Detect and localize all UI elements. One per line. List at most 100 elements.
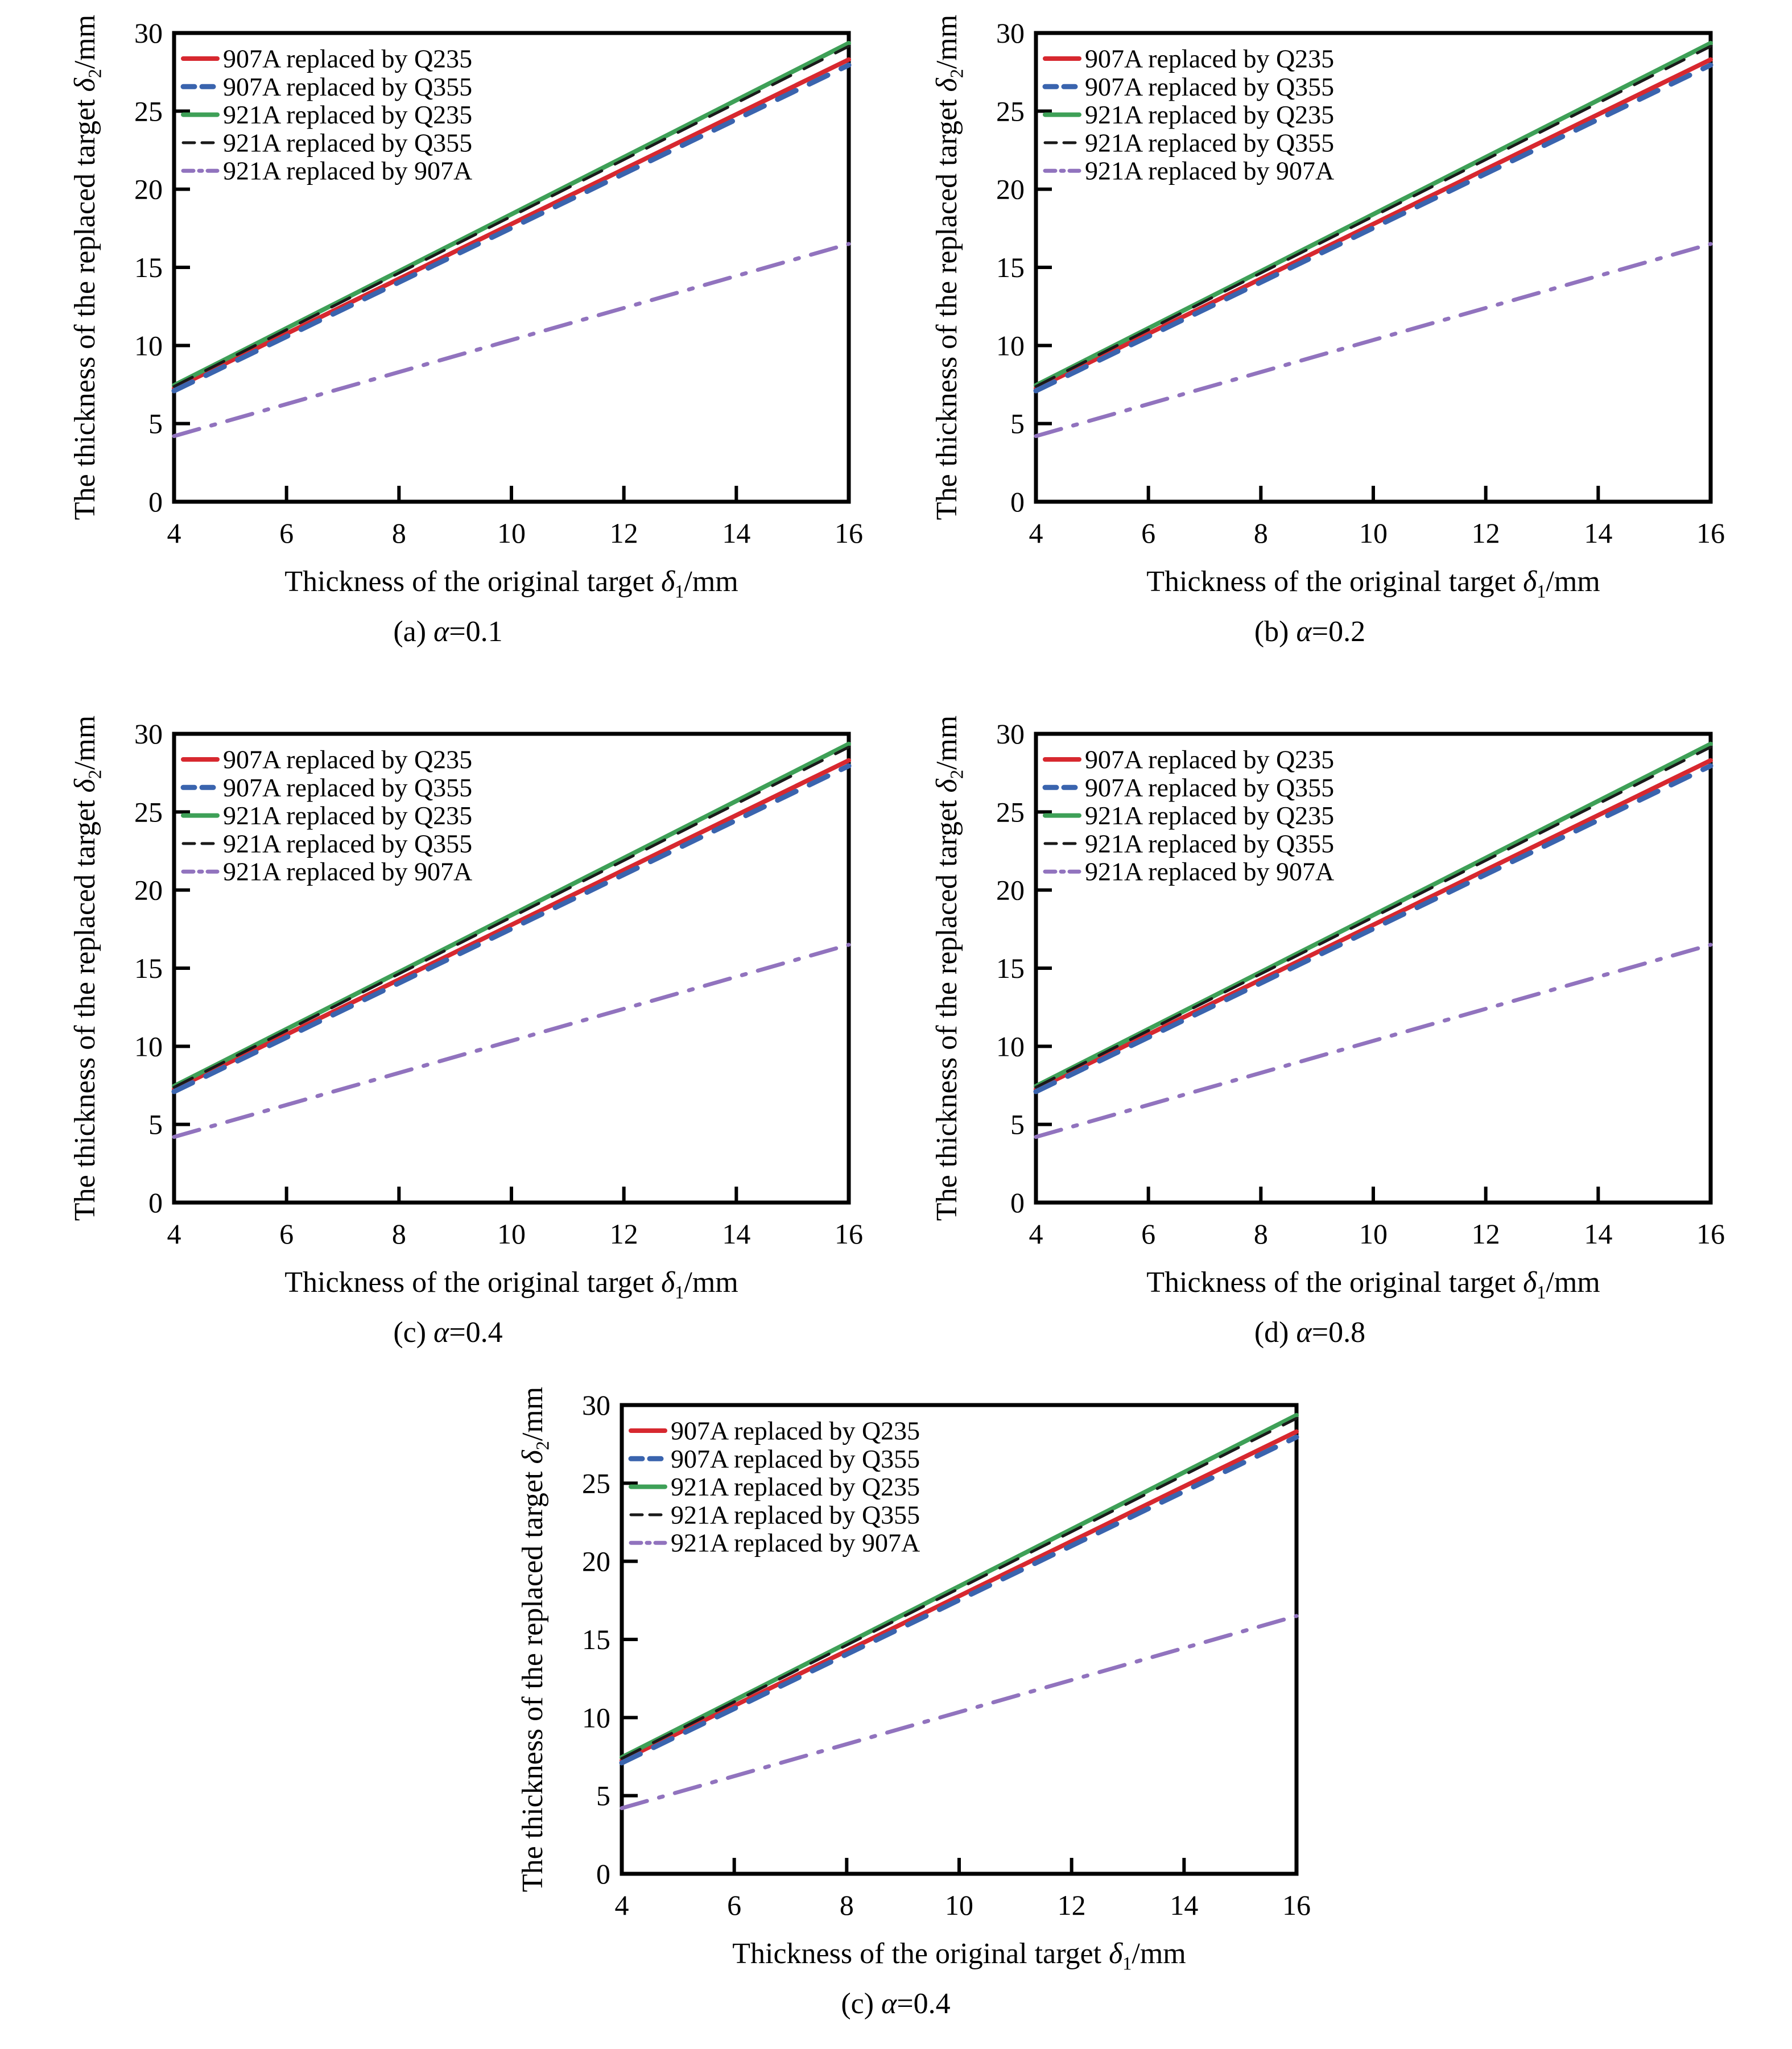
x-axis-label: Thickness of the original target δ1/mm <box>622 1936 1296 1974</box>
legend-label-3: 921A replaced by Q355 <box>223 128 472 157</box>
subtitle-prefix: (c) <box>393 1316 434 1349</box>
x-tick-label: 14 <box>1584 517 1612 546</box>
legend-label-4: 921A replaced by 907A <box>1085 156 1334 185</box>
x-axis-subscript: 1 <box>1537 1282 1546 1303</box>
chart-d: 4 6 8 10 12 14 16 0 5 10 15 20 25 30 907A replaced by … <box>862 701 1758 1378</box>
legend-label-2: 921A replaced by Q235 <box>671 1472 920 1501</box>
y-tick-label: 10 <box>996 329 1025 361</box>
x-axis-subscript: 1 <box>1537 581 1546 602</box>
y-tick-label: 5 <box>1010 408 1025 440</box>
y-axis-subscript: 2 <box>532 1441 553 1451</box>
chart-a: 4 6 8 10 12 14 16 0 5 10 15 20 25 30 907A replaced by … <box>0 0 896 677</box>
y-tick-label: 30 <box>134 17 163 49</box>
y-tick-label: 25 <box>996 95 1025 127</box>
y-tick-label: 25 <box>996 796 1025 828</box>
x-axis-subscript: 1 <box>1122 1953 1132 1974</box>
legend-label-2: 921A replaced by Q235 <box>223 100 472 129</box>
series-line-4 <box>1034 242 1713 439</box>
chart-b: 4 6 8 10 12 14 16 0 5 10 15 20 25 30 907A replaced by … <box>862 0 1758 677</box>
plot-area-b: 4 6 8 10 12 14 16 0 5 10 15 20 25 30 907A replaced by … <box>996 17 1725 546</box>
subtitle-value: =0.1 <box>449 615 503 648</box>
alpha-symbol: α <box>881 1988 897 2020</box>
y-axis-unit: /mm <box>517 1386 549 1441</box>
y-tick-label: 10 <box>134 1030 163 1062</box>
alpha-symbol: α <box>1296 1316 1312 1349</box>
legend-label-2: 921A replaced by Q235 <box>223 801 472 830</box>
x-tick-label: 12 <box>610 1218 638 1247</box>
y-tick-label: 5 <box>596 1780 610 1812</box>
legend-label-0: 907A replaced by Q235 <box>1085 44 1334 73</box>
y-tick-label: 20 <box>134 173 163 205</box>
legend-label-1: 907A replaced by Q355 <box>223 773 472 802</box>
legend-label-1: 907A replaced by Q355 <box>223 72 472 101</box>
y-axis-subscript: 2 <box>946 770 967 779</box>
x-axis-label: Thickness of the original target δ1/mm <box>174 564 849 601</box>
y-tick-label: 0 <box>148 1187 163 1218</box>
y-axis-label-text: The thickness of the replaced target <box>69 92 101 520</box>
legend-label-1: 907A replaced by Q355 <box>1085 72 1334 101</box>
x-tick-label: 10 <box>945 1889 973 1918</box>
x-tick-label: 10 <box>497 1218 526 1247</box>
series-line-3 <box>620 1416 1298 1760</box>
legend-label-4: 921A replaced by 907A <box>223 857 472 886</box>
y-tick-label: 20 <box>134 874 163 906</box>
y-tick-label: 5 <box>1010 1109 1025 1141</box>
plot-area-e: 4 6 8 10 12 14 16 0 5 10 15 20 25 30 907A replaced by … <box>582 1389 1311 1918</box>
y-axis-unit: /mm <box>931 14 963 69</box>
x-tick-label: 12 <box>1472 1218 1500 1247</box>
x-axis-label-text: Thickness of the original target <box>284 565 662 598</box>
y-tick-label: 0 <box>1010 1187 1025 1218</box>
y-tick-label: 25 <box>134 95 163 127</box>
y-axis-unit: /mm <box>931 715 963 770</box>
x-tick-label: 4 <box>167 517 181 546</box>
legend-label-3: 921A replaced by Q355 <box>223 829 472 858</box>
legend-label-3: 921A replaced by Q355 <box>1085 829 1334 858</box>
chart-subtitle-d: (d) α=0.8 <box>862 1315 1758 1350</box>
y-tick-label: 15 <box>996 952 1025 984</box>
legend-label-4: 921A replaced by 907A <box>1085 857 1334 886</box>
series-line-1 <box>1033 62 1713 394</box>
chart-subtitle-e: (c) α=0.4 <box>448 1986 1344 2022</box>
x-tick-label: 14 <box>1584 1218 1612 1247</box>
x-tick-label: 16 <box>835 517 863 546</box>
x-tick-label: 6 <box>1141 1218 1155 1247</box>
series-line-4 <box>172 943 851 1139</box>
x-tick-label: 8 <box>1254 1218 1268 1247</box>
legend-label-1: 907A replaced by Q355 <box>1085 773 1334 802</box>
x-tick-label: 6 <box>1141 517 1155 546</box>
y-tick-label: 15 <box>134 952 163 984</box>
x-tick-label: 4 <box>167 1218 181 1247</box>
delta-symbol: δ <box>1523 565 1537 598</box>
x-tick-label: 10 <box>1359 1218 1388 1247</box>
x-tick-label: 16 <box>1696 1218 1725 1247</box>
y-axis-label-text: The thickness of the replaced target <box>931 792 963 1221</box>
legend-label-2: 921A replaced by Q235 <box>1085 100 1334 129</box>
y-axis-label-text: The thickness of the replaced target <box>69 792 101 1221</box>
legend-label-2: 921A replaced by Q235 <box>1085 801 1334 830</box>
x-tick-label: 16 <box>1696 517 1725 546</box>
x-axis-unit: /mm <box>684 1266 738 1299</box>
chart-e: 4 6 8 10 12 14 16 0 5 10 15 20 25 30 907A replaced by … <box>448 1372 1344 2049</box>
y-tick-label: 30 <box>996 17 1025 49</box>
y-tick-label: 0 <box>1010 486 1025 518</box>
legend-label-0: 907A replaced by Q235 <box>1085 745 1334 774</box>
series-line-1 <box>619 1434 1299 1766</box>
y-axis-label-text: The thickness of the replaced target <box>931 92 963 520</box>
x-tick-label: 8 <box>392 1218 406 1247</box>
x-axis-unit: /mm <box>1132 1938 1186 1970</box>
x-tick-label: 16 <box>835 1218 863 1247</box>
y-tick-label: 30 <box>582 1389 610 1421</box>
y-tick-label: 25 <box>134 796 163 828</box>
subtitle-prefix: (d) <box>1254 1316 1296 1349</box>
legend-label-0: 907A replaced by Q235 <box>671 1416 920 1445</box>
x-tick-label: 4 <box>1029 1218 1043 1247</box>
subtitle-prefix: (c) <box>841 1988 882 2020</box>
legend-label-4: 921A replaced by 907A <box>223 156 472 185</box>
legend-label-4: 921A replaced by 907A <box>671 1529 920 1558</box>
y-tick-label: 15 <box>996 251 1025 283</box>
y-tick-label: 0 <box>596 1858 610 1890</box>
y-tick-label: 30 <box>996 718 1025 750</box>
y-tick-label: 10 <box>134 329 163 361</box>
series-line-3 <box>1034 745 1712 1089</box>
